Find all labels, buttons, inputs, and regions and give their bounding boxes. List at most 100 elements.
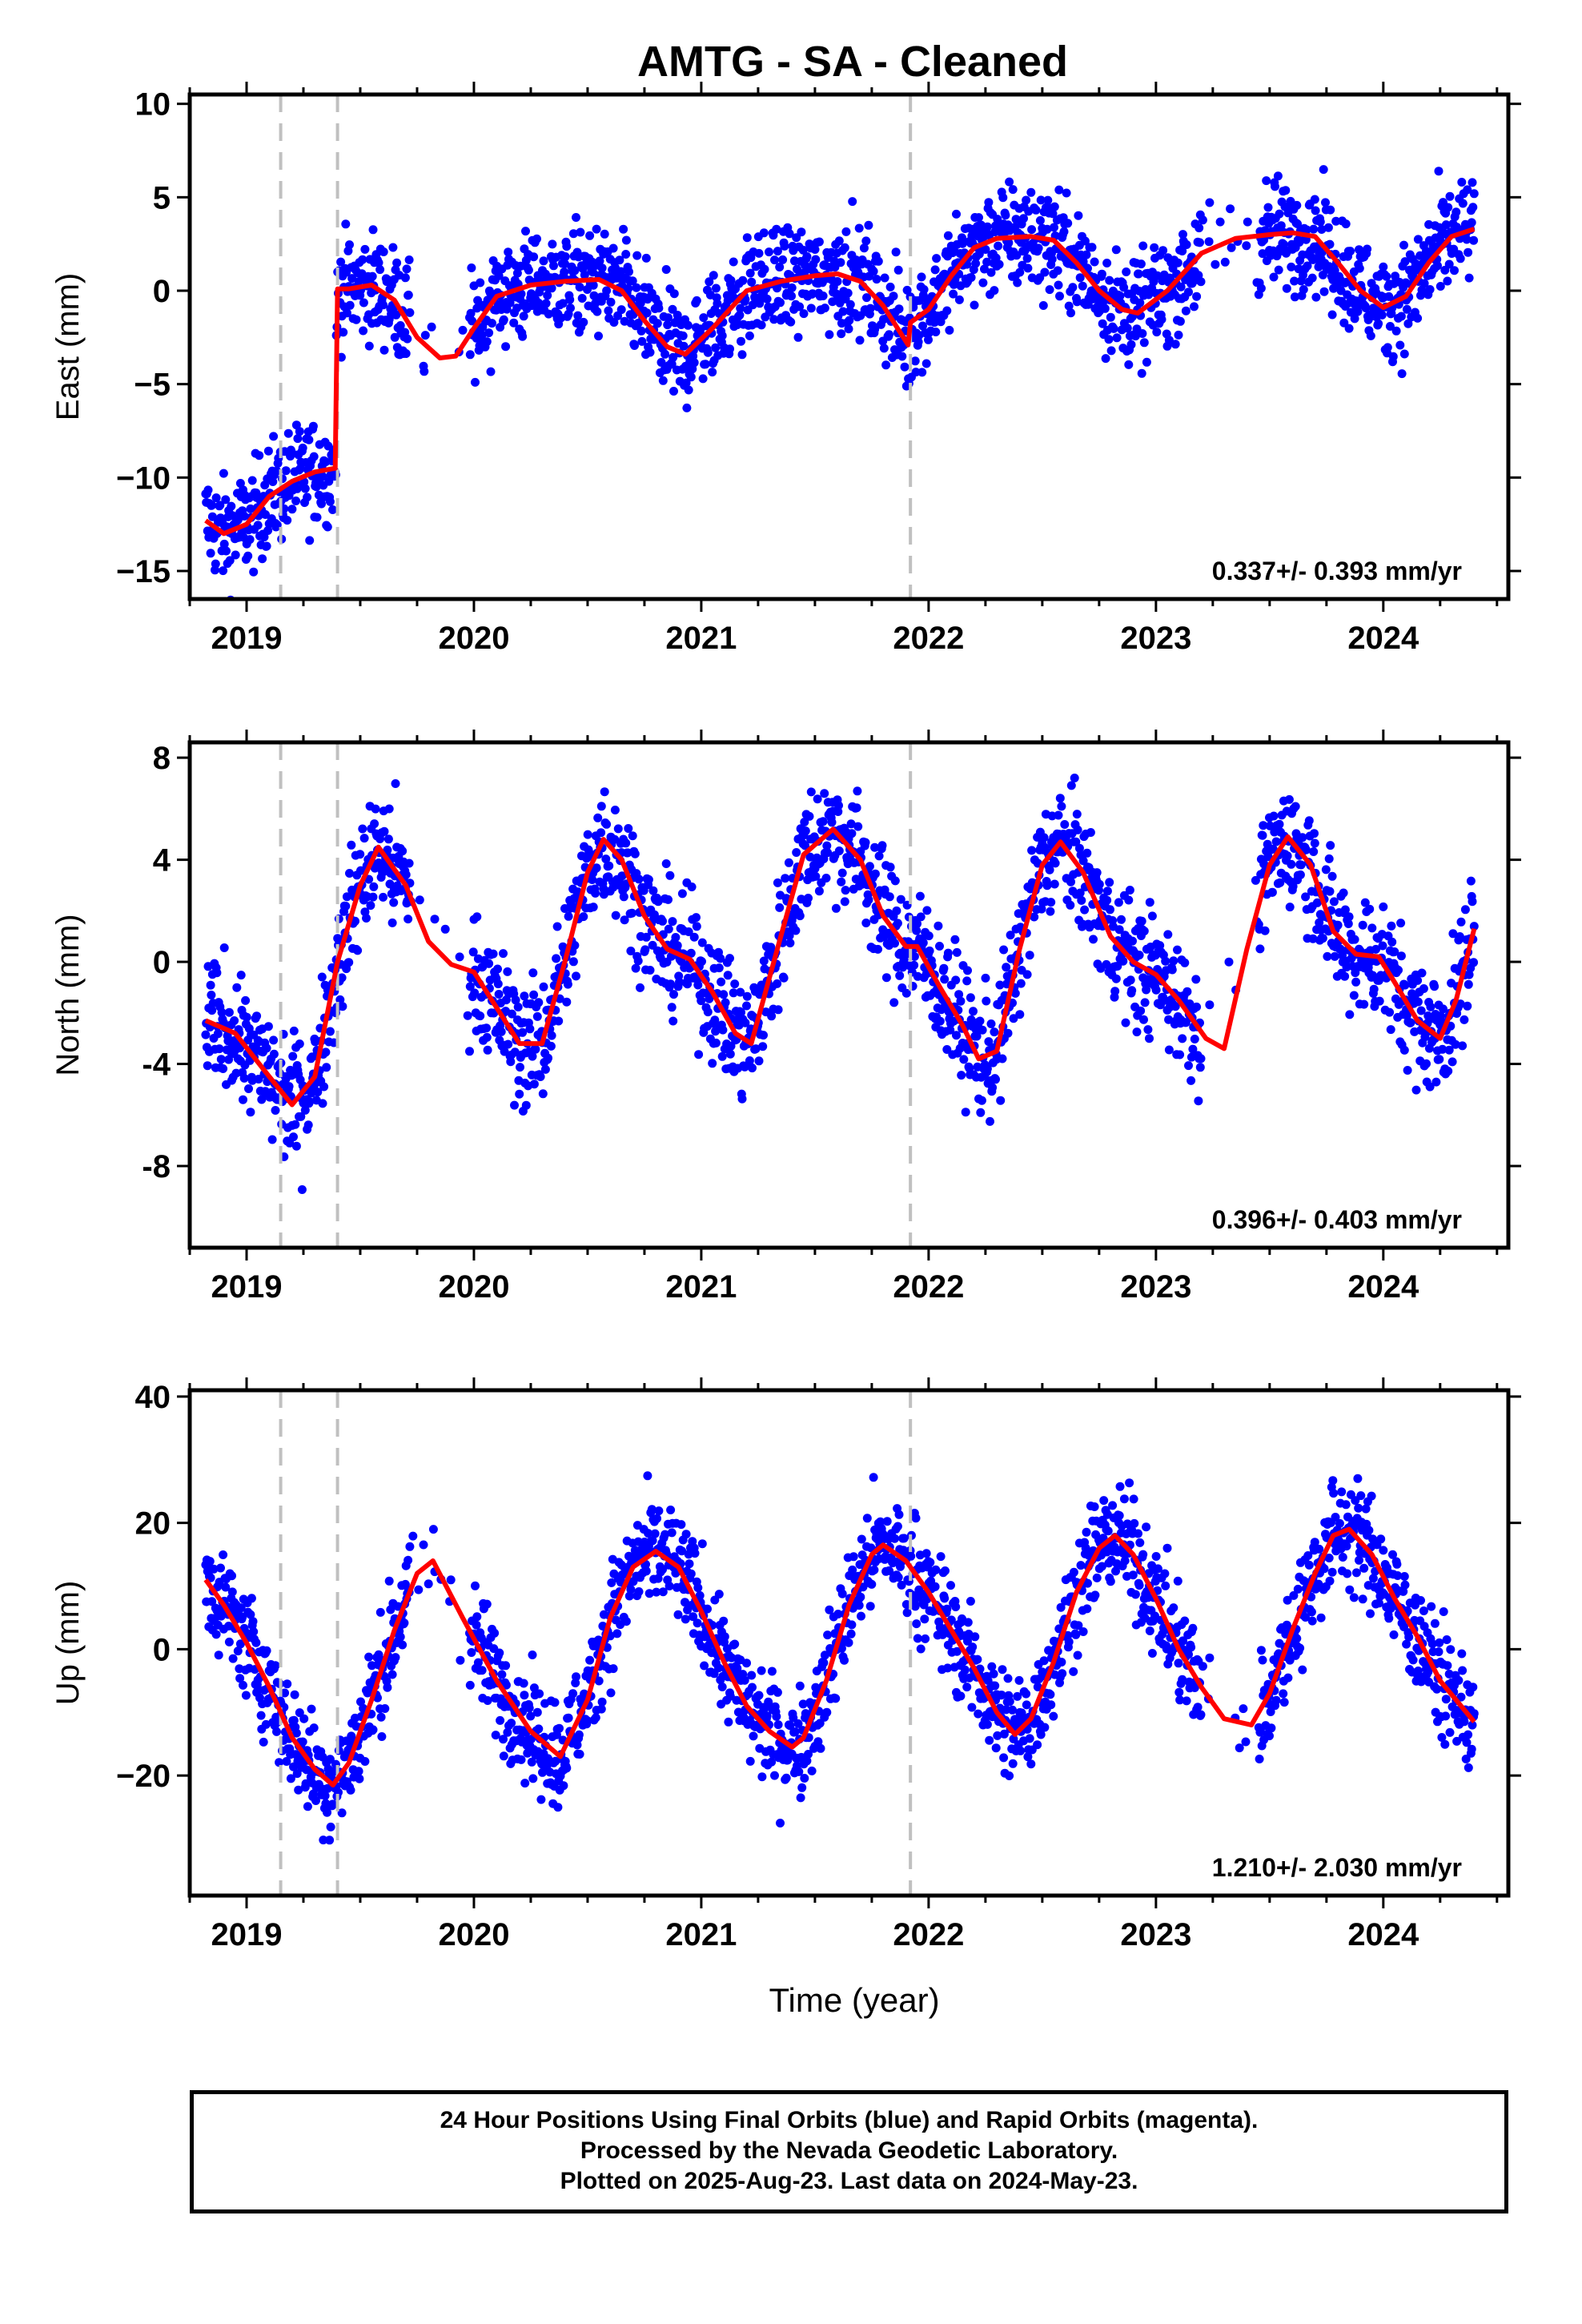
data-point: [534, 998, 544, 1007]
data-point: [1211, 259, 1220, 269]
data-point: [1310, 195, 1319, 204]
data-point: [219, 539, 229, 549]
data-points-up: [201, 1471, 1479, 1845]
data-point: [1343, 919, 1353, 928]
data-point: [236, 1603, 246, 1613]
data-point: [679, 341, 689, 351]
data-point: [256, 1711, 266, 1720]
data-point: [665, 870, 675, 880]
data-point: [913, 337, 923, 347]
data-point: [1315, 918, 1324, 927]
data-point: [745, 1056, 754, 1065]
data-point: [1415, 251, 1425, 260]
data-point: [323, 522, 332, 532]
data-point: [227, 1587, 237, 1597]
data-point: [1344, 912, 1354, 922]
data-point: [874, 851, 884, 861]
data-point: [1274, 265, 1283, 275]
data-point: [1290, 292, 1299, 302]
data-point: [677, 1546, 687, 1556]
data-point: [1399, 1045, 1409, 1055]
x-tick-label: 2024: [1347, 1269, 1419, 1305]
data-point: [793, 1719, 803, 1728]
data-point: [1009, 1014, 1018, 1023]
data-point: [1012, 251, 1022, 260]
data-point: [1443, 203, 1453, 212]
data-point: [1074, 843, 1084, 853]
data-point: [595, 256, 604, 266]
data-point: [837, 877, 846, 887]
data-point: [917, 368, 927, 377]
x-tick-label: 2023: [1120, 621, 1191, 656]
data-point: [347, 274, 357, 283]
data-point: [380, 1704, 390, 1713]
data-point: [906, 1551, 916, 1561]
data-point: [793, 264, 801, 274]
data-point: [1360, 898, 1370, 907]
x-tick-label: 2023: [1120, 1269, 1191, 1305]
data-point: [785, 931, 794, 940]
data-point: [666, 979, 676, 989]
data-point: [1013, 278, 1022, 287]
data-point: [816, 1743, 825, 1753]
data-point: [219, 566, 228, 576]
data-point: [692, 922, 701, 931]
data-point: [1106, 905, 1114, 915]
data-point: [494, 271, 504, 280]
data-point: [1118, 956, 1128, 966]
data-point: [291, 1728, 301, 1738]
data-point: [298, 443, 307, 452]
data-point: [619, 892, 628, 902]
data-point: [1464, 273, 1474, 283]
data-point: [986, 1116, 994, 1126]
data-point: [1192, 1002, 1202, 1011]
data-point: [974, 213, 983, 223]
data-point: [491, 1731, 500, 1740]
data-point: [837, 868, 847, 878]
data-point: [925, 946, 934, 955]
data-point: [725, 344, 734, 354]
data-point: [1456, 917, 1466, 927]
data-point: [596, 828, 606, 838]
data-point: [1063, 219, 1073, 228]
data-point: [293, 434, 303, 444]
data-point: [845, 316, 854, 325]
data-point: [1151, 985, 1161, 995]
data-point: [720, 1632, 729, 1642]
data-point: [627, 908, 636, 918]
data-point: [1104, 335, 1114, 344]
data-point: [847, 1620, 857, 1630]
data-point: [1396, 312, 1406, 321]
data-point: [1386, 1025, 1395, 1035]
data-point: [299, 1714, 309, 1723]
data-point: [482, 1023, 491, 1033]
data-point: [563, 979, 572, 989]
data-point: [966, 993, 975, 1003]
data-point: [857, 1534, 866, 1544]
data-point: [463, 1011, 472, 1020]
data-point: [673, 1610, 683, 1619]
data-point: [814, 237, 824, 247]
data-point: [1196, 1054, 1206, 1063]
data-point: [512, 268, 522, 278]
data-point: [647, 1505, 656, 1514]
data-point: [913, 919, 921, 928]
data-point: [737, 350, 747, 360]
data-point: [749, 1731, 758, 1741]
data-point: [1109, 324, 1118, 333]
data-point: [723, 971, 733, 980]
data-point: [684, 385, 693, 395]
data-point: [742, 991, 752, 1001]
data-point: [729, 257, 738, 267]
data-point: [280, 1688, 290, 1698]
data-point: [853, 786, 862, 796]
data-point: [730, 979, 740, 989]
data-point: [572, 1740, 582, 1750]
data-point: [765, 247, 773, 257]
data-point: [1102, 259, 1112, 267]
rate-label-north: 0.396+/- 0.403 mm/yr: [1212, 1205, 1462, 1234]
data-point: [1333, 920, 1343, 930]
data-point: [767, 1011, 777, 1021]
data-point: [528, 1651, 537, 1659]
data-point: [1311, 206, 1320, 215]
